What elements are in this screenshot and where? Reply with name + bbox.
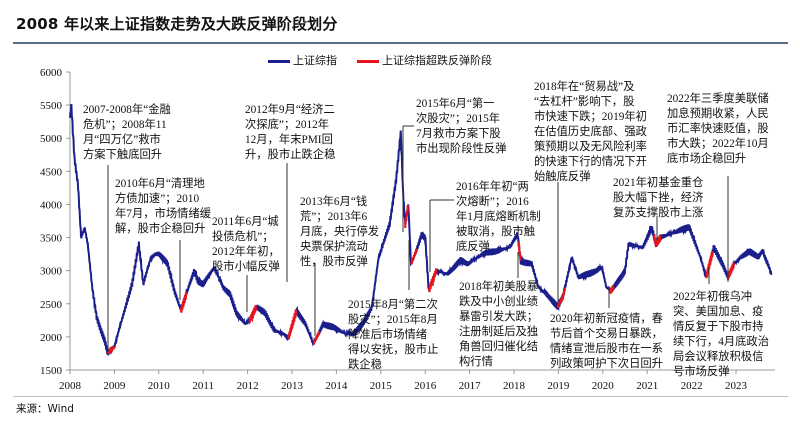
y-tick-label: 5500 [40,100,63,112]
annotation-text: 2018年初美股暴 跌及中小创业绩 暴雷引发大跌； 注册制延后及独 角兽回归催化… [459,281,539,368]
legend-label-main: 上证综指 [293,54,337,67]
x-tick-label: 2022 [681,380,703,392]
series-segment-rebound [427,268,438,293]
x-tick-label: 2013 [281,380,304,392]
legend-label-rebound: 上证综指超跌反弹阶段 [382,54,492,67]
series-segment-rebound [287,309,298,340]
annotation-text: 2021年初基金重仓 股大幅下挫，经济 复苏支撑股市上涨 [613,177,704,219]
annotation-text: 2018年在“贸易战”及 “去杠杆”影响下，股 市快速下跌；2019年初 在估值… [534,81,647,183]
x-tick-label: 2012 [237,380,259,392]
series-segment-rebound [726,262,735,281]
x-tick-label: 2019 [547,380,570,392]
x-tick-label: 2014 [325,380,348,392]
x-tick-label: 2010 [148,380,171,392]
title-divider [13,42,788,44]
y-tick-label: 3000 [40,266,63,278]
x-tick-label: 2011 [192,380,214,392]
chart-title: 2008 年以来上证指数走势及大跌反弹阶段划分 [16,15,338,33]
annotation-text: 2015年6月“第一 次股灾”；2015年 7月救市方案下股 市出现阶段性反弹 [416,98,507,155]
series-segment-rebound [106,345,116,355]
annotation-text: 2020年初新冠疫情，春 节后首个交易日暴跌， 情绪宣泄后股市在一系 列政策呵护… [550,313,663,370]
x-tick-label: 2023 [725,380,748,392]
series-segment-rebound [410,248,418,265]
source-divider [13,396,788,397]
series-segment-rebound [312,331,321,346]
x-tick-label: 2021 [636,380,658,392]
y-tick-label: 3500 [40,233,63,245]
y-tick-label: 2500 [40,299,63,311]
series-segment-rebound [404,204,410,228]
annotation-text: 2022年初俄乌冲 突、美国加息、疫 情反复于下股市持 续下行，4月底政治 局会… [673,291,770,378]
annotation-text: 2007-2008年“金融 危机”；2008年11 月“四万亿”救市 方案下触底… [83,104,171,161]
y-tick-label: 4000 [40,199,63,211]
annotation-text: 2012年9月“经济二 次探底”；2012年 12月，年末PMI回 升，股市止跌… [245,104,336,161]
legend-swatch-main [268,59,290,63]
y-tick-label: 6000 [40,67,63,79]
legend: 上证综指 上证综指超跌反弹阶段 [268,52,492,68]
legend-item-rebound: 上证综指超跌反弹阶段 [357,52,492,68]
x-tick-label: 2008 [59,380,82,392]
x-tick-label: 2016 [414,380,437,392]
x-tick-label: 2017 [459,380,482,392]
annotation-text: 2022年三季度美联储 加息预期收紧，人民 币汇率快速贬值，股 市大跌；2022… [667,93,769,165]
series-segment-rebound [248,305,258,323]
y-tick-label: 2000 [40,332,63,344]
x-tick-label: 2020 [592,380,615,392]
annotation-text: 2011年6月“城 投债危机”； 2012年年初， 股市小幅反弹 [212,216,280,273]
series-segment-rebound [705,251,714,279]
x-tick-label: 2015 [370,380,393,392]
y-tick-label: 5000 [40,133,63,145]
x-tick-label: 2009 [103,380,126,392]
series-segment-rebound [556,287,567,309]
series-segment-rebound [179,291,188,313]
x-tick-label: 2018 [503,380,526,392]
series-segment-rebound [517,240,522,261]
legend-item-main: 上证综指 [268,52,337,68]
annotation-text: 2016年年初“两 次熔断”；2016 年1月底熔断机制 被取消，股市触 底反弹 [456,181,541,253]
source-note: 来源：Wind [16,403,74,415]
annotation-text: 2013年6月“钱 荒”；2013年6 月底，央行停发 央票保护流动 性，股市反… [300,196,380,268]
y-tick-label: 1500 [40,365,63,377]
annotation-text: 2010年6月“清理地 方债加速”；2010 年7月，市场情绪缓 解，股市企稳回… [115,178,212,235]
series-segment-rebound [652,234,662,247]
annotation-text: 2015年8月“第二次 股灾”；2015年8月 降准后市场情绪 得以安抚，股市止… [348,299,439,371]
legend-swatch-rebound [357,59,379,63]
series-segment-rebound [608,284,615,295]
y-tick-label: 4500 [40,166,63,178]
